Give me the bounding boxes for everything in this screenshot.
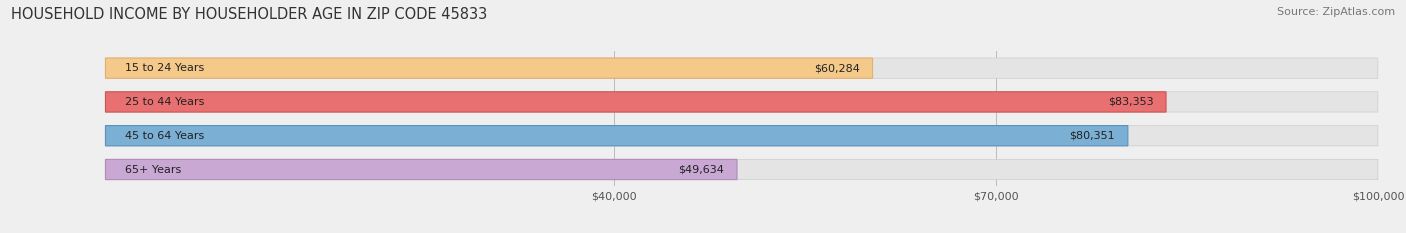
Text: $49,634: $49,634 bbox=[679, 164, 724, 175]
Text: Source: ZipAtlas.com: Source: ZipAtlas.com bbox=[1277, 7, 1395, 17]
Text: $83,353: $83,353 bbox=[1108, 97, 1153, 107]
Text: HOUSEHOLD INCOME BY HOUSEHOLDER AGE IN ZIP CODE 45833: HOUSEHOLD INCOME BY HOUSEHOLDER AGE IN Z… bbox=[11, 7, 488, 22]
FancyBboxPatch shape bbox=[105, 58, 1378, 78]
FancyBboxPatch shape bbox=[105, 126, 1378, 146]
Text: 45 to 64 Years: 45 to 64 Years bbox=[125, 131, 204, 141]
Text: 25 to 44 Years: 25 to 44 Years bbox=[125, 97, 204, 107]
Text: $80,351: $80,351 bbox=[1070, 131, 1115, 141]
FancyBboxPatch shape bbox=[105, 159, 1378, 180]
Text: 15 to 24 Years: 15 to 24 Years bbox=[125, 63, 204, 73]
FancyBboxPatch shape bbox=[105, 92, 1166, 112]
Text: $60,284: $60,284 bbox=[814, 63, 860, 73]
FancyBboxPatch shape bbox=[105, 159, 737, 180]
FancyBboxPatch shape bbox=[105, 58, 873, 78]
FancyBboxPatch shape bbox=[105, 126, 1128, 146]
FancyBboxPatch shape bbox=[105, 92, 1378, 112]
Text: 65+ Years: 65+ Years bbox=[125, 164, 181, 175]
